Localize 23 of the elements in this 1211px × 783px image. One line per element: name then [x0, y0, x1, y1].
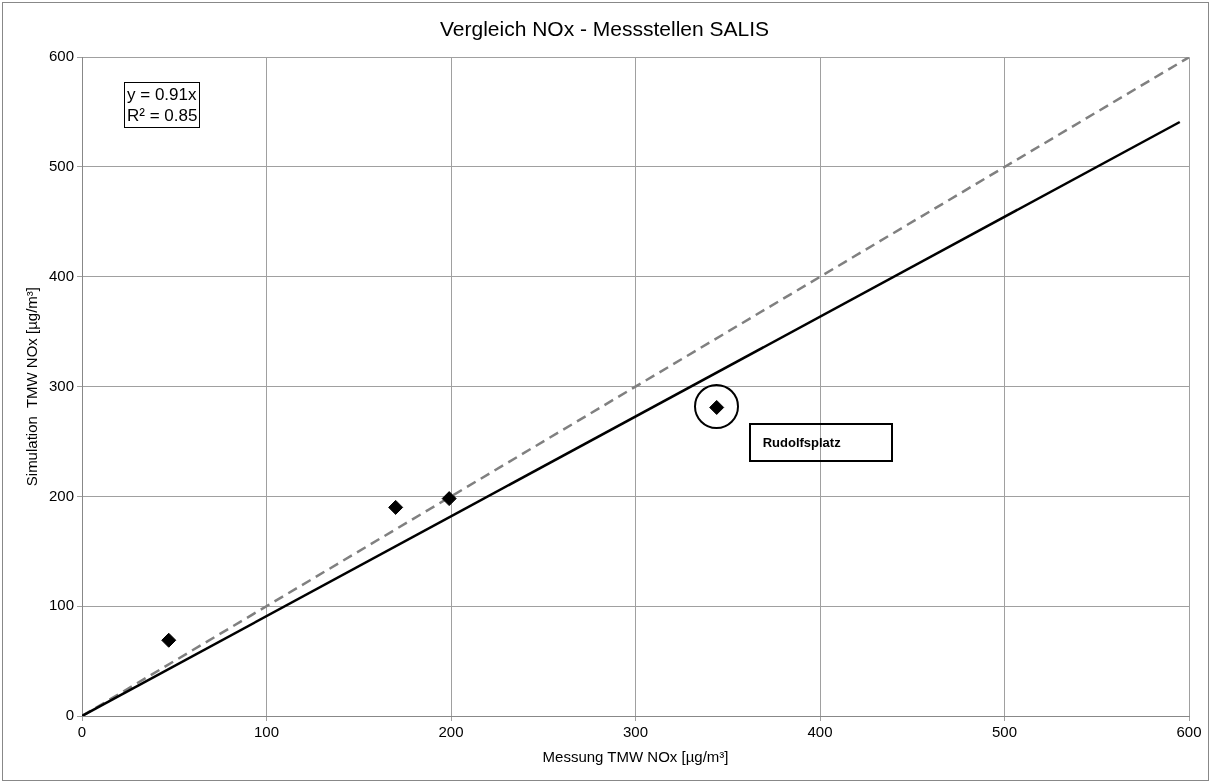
- y-tick-label: 500: [49, 157, 75, 175]
- x-tick-label: 500: [991, 723, 1018, 741]
- x-axis-title: Messung TMW NOx [µg/m³]: [542, 748, 729, 766]
- annotation: y = 0.91x: [127, 84, 198, 106]
- y-tick-label: 600: [49, 47, 75, 65]
- x-tick-label: 200: [438, 723, 464, 741]
- point: [388, 499, 404, 515]
- x-tick-label: 300: [623, 723, 649, 741]
- point: [441, 491, 457, 507]
- point: [161, 632, 177, 648]
- y-tick-label: 400: [49, 266, 75, 284]
- y-tick-label: 0: [65, 706, 75, 724]
- x-tick-label: 0: [77, 723, 87, 741]
- y-tick-label: 300: [49, 376, 75, 394]
- y-tick-label: 100: [49, 596, 75, 614]
- chart-title: Vergleich NOx - Messstellen SALIS: [439, 17, 770, 41]
- note-box: Rudolfsplatz: [748, 423, 893, 463]
- x-tick-label: 600: [1176, 723, 1202, 741]
- x-tick-label: 100: [254, 723, 280, 741]
- y-axis-title: Simulation TMW NOx [µg/m³]: [23, 286, 41, 487]
- y-tick-label: 200: [49, 486, 75, 504]
- annotation: R² = 0.85: [127, 105, 198, 127]
- x-tick-label: 400: [807, 723, 833, 741]
